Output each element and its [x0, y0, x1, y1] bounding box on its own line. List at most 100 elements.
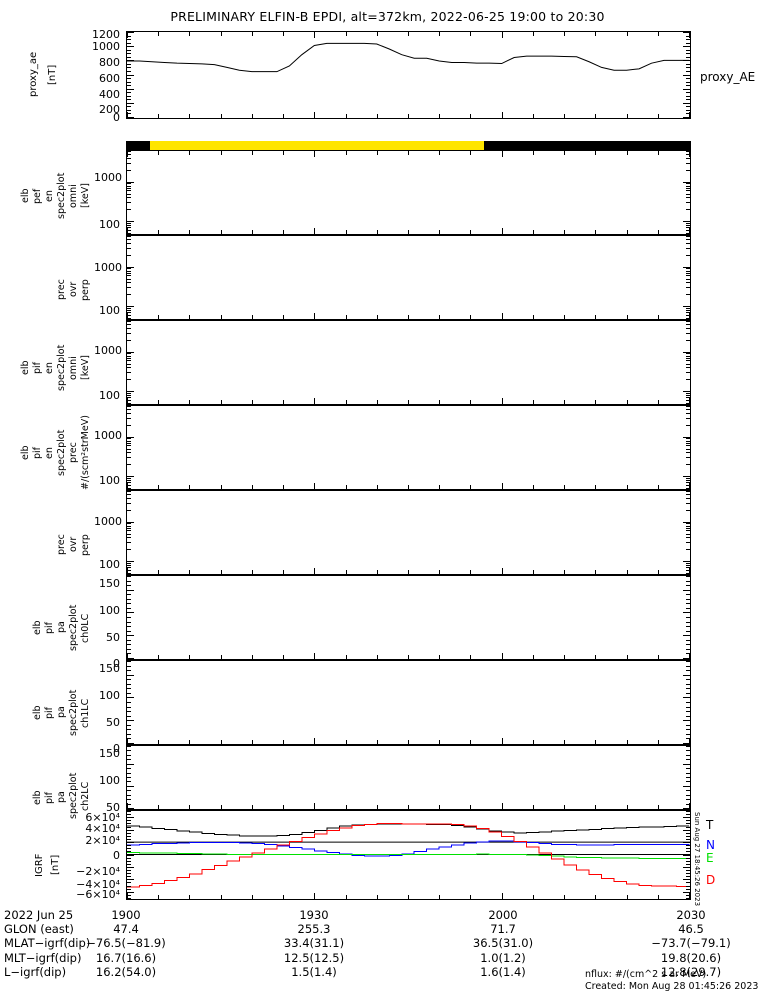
- panel-label-line: [keV]: [80, 355, 91, 381]
- yticks-left: [127, 746, 134, 809]
- table-row: MLAT−igrf(dip) −76.5(−81.9) 33.4(31.1) 3…: [4, 936, 772, 950]
- ytick-igrf-p6: 6×10⁴: [85, 811, 120, 824]
- cell-time-1930: 1930: [299, 908, 329, 922]
- ytick-pif-ovr-100: 100: [99, 558, 120, 571]
- ytick-ch1-150: 150: [99, 662, 120, 675]
- cell-l-1930: 1.5(1.4): [291, 964, 337, 979]
- creation-timestamp-vertical: Sun Aug 27 18:45:26 2023: [693, 812, 701, 907]
- cell-mlat-2030: −73.7(−79.1): [651, 936, 731, 951]
- panel-pif-en-prec[interactable]: [126, 405, 691, 490]
- ytick-proxy-ae-800: 800: [99, 56, 120, 69]
- legend-item-T: T: [706, 818, 714, 832]
- cell-glon-1930: 255.3: [297, 922, 331, 937]
- panel-pif-pa-ch0lc[interactable]: [126, 575, 691, 660]
- yticks-right: [683, 321, 690, 404]
- panel-proxy-ae[interactable]: [126, 31, 691, 119]
- bottom-ephemeris-table: 2022 Jun 25 1900 1930 2000 2030 GLON (ea…: [4, 908, 772, 979]
- proxy-ae-trace-area: [127, 42, 689, 73]
- panel-pif-pa-ch1lc[interactable]: [126, 660, 691, 745]
- ytick-igrf-p4: 4×10⁴: [85, 822, 120, 835]
- panel-pef-prec-ovr-perp[interactable]: [126, 235, 691, 320]
- panel-label-line: ovr: [68, 281, 79, 297]
- row-label-mlt: MLT−igrf(dip): [4, 950, 82, 965]
- cell-l-2030: 12.8(29.7): [660, 964, 722, 979]
- panel-label-line: ch0LC: [80, 613, 91, 643]
- panel-label-line: prec: [68, 442, 79, 464]
- panel-pif-en-omni[interactable]: [126, 320, 691, 405]
- cell-mlat-1930: 33.4(31.1): [283, 936, 345, 951]
- yticks-left: [127, 576, 134, 659]
- panel-label-line: #/(scm²strMeV): [80, 415, 91, 491]
- xticks-bottom: [127, 568, 690, 574]
- trace-E: [127, 852, 690, 859]
- panel-pif-pa-ch2lc[interactable]: [126, 745, 691, 810]
- yticks-right: [683, 746, 690, 809]
- pef-omni-sector-strip[interactable]: [126, 141, 691, 150]
- panel-pef-en-omni[interactable]: [126, 150, 691, 235]
- yticks-left: [127, 151, 134, 234]
- yticks-right: [683, 576, 690, 659]
- ytick-pef-prec-1000: 1000: [94, 261, 122, 274]
- panel-label-line: omni: [68, 184, 79, 208]
- yticks-right: [683, 406, 690, 489]
- panel-label-line: perp: [80, 534, 91, 556]
- ytick-igrf-m2: −2×10⁴: [76, 865, 120, 878]
- panel-label-line: spec2plot: [56, 344, 67, 392]
- panel-label-line: spec2plot: [68, 689, 79, 737]
- cell-time-2030: 2030: [676, 908, 706, 922]
- ytick-proxy-ae-400: 400: [99, 88, 120, 101]
- ytick-igrf-0: 0: [113, 849, 120, 862]
- row-label-glon: GLON (east): [4, 922, 74, 937]
- panel-igrf[interactable]: [126, 810, 691, 900]
- panel-label-line: pa: [56, 706, 67, 718]
- ytick-pef-omni-1000: 1000: [94, 171, 122, 184]
- cell-mlt-2000: 1.0(1.2): [480, 950, 526, 965]
- ytick-pef-prec-100: 100: [99, 304, 120, 317]
- panel-label-line: elb: [20, 188, 31, 204]
- row-label-l: L−igrf(dip): [4, 964, 67, 979]
- panel-label-ch0-ch: ch0LC: [80, 596, 93, 660]
- xticks-bottom: [127, 398, 690, 404]
- ytick-ch0-0: 0: [113, 657, 120, 670]
- panel-label-line: en: [44, 362, 55, 374]
- xticks-bottom: [127, 483, 690, 489]
- footer-units: nflux: #/(cm^2 s ar MeV): [585, 969, 707, 980]
- ytick-ch0-150: 150: [99, 577, 120, 590]
- panel-label-line: elb: [32, 790, 43, 806]
- table-row: GLON (east) 47.4 255.3 71.7 46.5: [4, 922, 772, 936]
- table-row: L−igrf(dip) 16.2(54.0) 1.5(1.4) 1.6(1.4)…: [4, 965, 772, 979]
- yticks-right: [683, 661, 690, 744]
- panel-label-pif-ovr-perp: perp: [80, 517, 93, 573]
- panel-label-line: elb: [20, 360, 31, 376]
- legend-item-N: N: [706, 838, 715, 852]
- panel-label-pef-prec-perp: perp: [80, 262, 93, 318]
- cell-l-2000: 1.6(1.4): [480, 964, 526, 979]
- footer-created: Created: Mon Aug 28 01:45:26 2023: [585, 980, 759, 992]
- panel-label-pif-omni-unit: [keV]: [80, 338, 93, 398]
- ytick-pif-omni-100: 100: [99, 389, 120, 402]
- ytick-pif-prec-100: 100: [99, 474, 120, 487]
- ytick-igrf-m6: −6×10⁴: [76, 888, 120, 901]
- ytick-pif-omni-1000: 1000: [94, 344, 122, 357]
- cell-time-1900: 1900: [111, 908, 141, 922]
- panel-label-line: prec: [56, 279, 67, 301]
- legend-item-D: D: [706, 873, 716, 887]
- ytick-pif-prec-1000: 1000: [94, 429, 122, 442]
- panel-label-ch1-ch: ch1LC: [80, 681, 93, 745]
- panel-pif-prec-ovr-perp[interactable]: [126, 490, 691, 575]
- trace-T: [127, 823, 690, 837]
- panel-label-line: pa: [56, 621, 67, 633]
- row-label-mlat: MLAT−igrf(dip): [4, 936, 91, 951]
- cell-mlt-1930: 12.5(12.5): [283, 950, 345, 965]
- cell-mlat-2000: 36.5(31.0): [472, 936, 534, 951]
- panel-label-pef-omni-unit: [keV]: [80, 166, 93, 226]
- xticks-bottom: [127, 228, 690, 234]
- panel-label-line: spec2plot: [56, 172, 67, 220]
- yticks-left: [127, 406, 134, 489]
- panel-label-pif-prec-unit: #/(scm²strMeV): [80, 404, 93, 502]
- panel-label-line: pa: [56, 791, 67, 803]
- ytick-proxy-ae-0: 0: [113, 111, 120, 124]
- panel-label-line: spec2plot: [68, 604, 79, 652]
- xticks-bottom: [127, 738, 690, 744]
- yticks-left: [127, 661, 134, 744]
